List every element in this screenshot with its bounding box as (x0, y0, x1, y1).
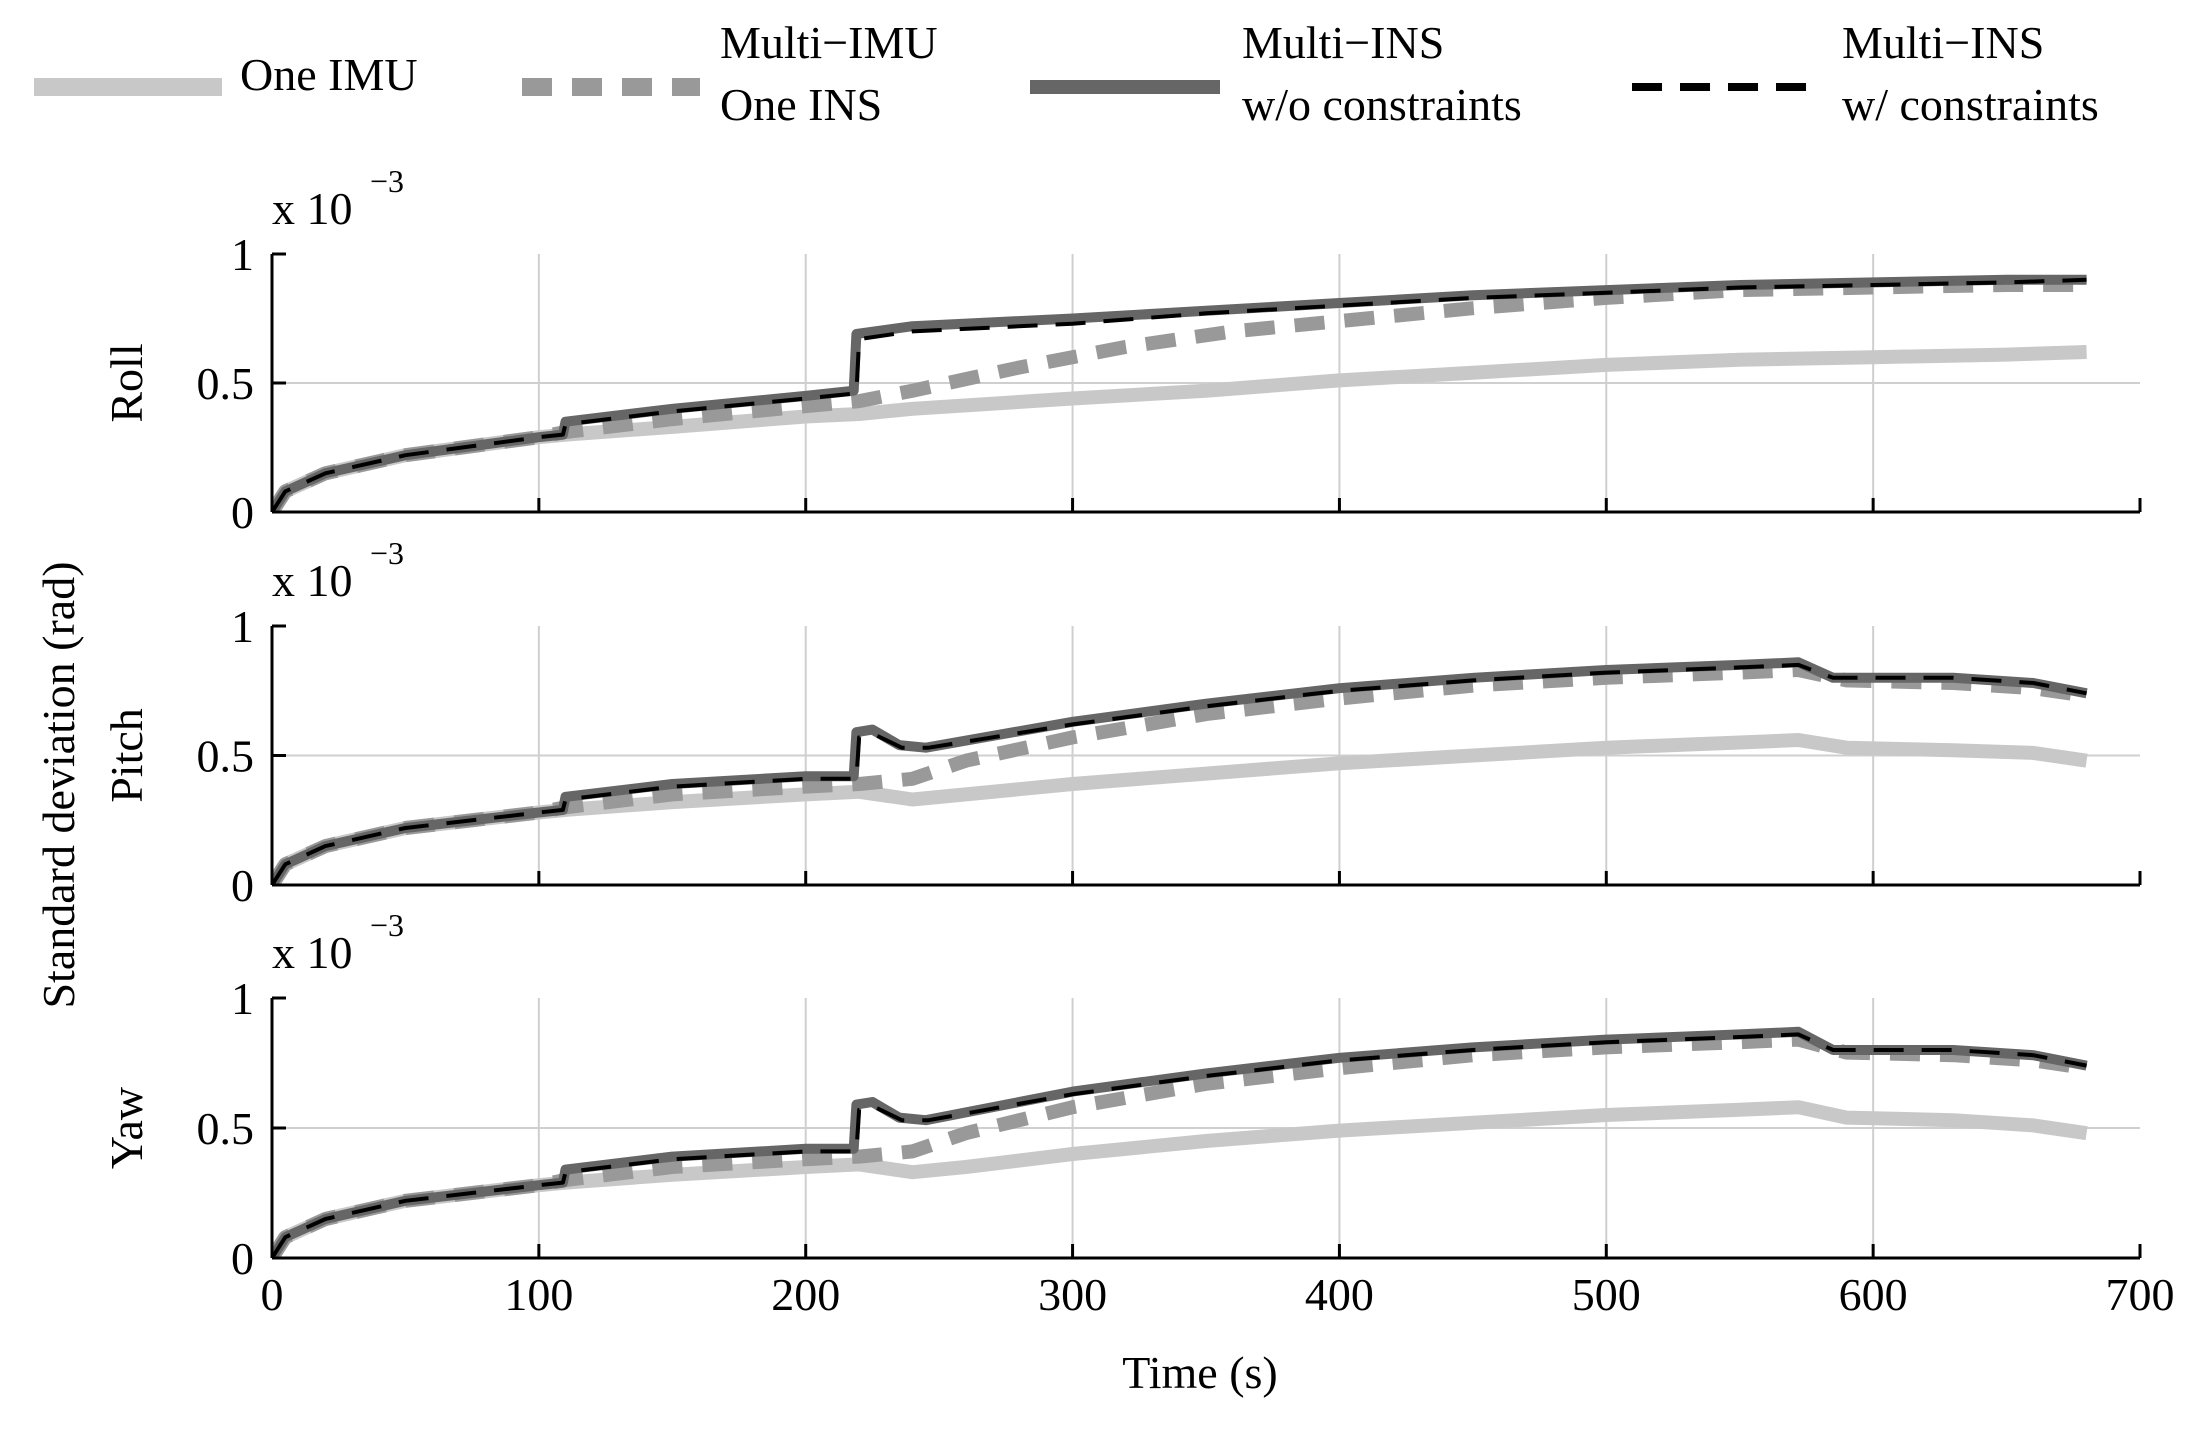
series-group (272, 274, 2087, 512)
y-tick-label: 0 (231, 1233, 254, 1284)
y-tick-label: 1 (231, 601, 254, 652)
series-group (272, 1026, 2088, 1258)
y-tick-label: 1 (231, 973, 254, 1024)
y-tick-label: 0.5 (197, 731, 255, 782)
y-tick-label: 1 (231, 229, 254, 280)
panel-label: Roll (101, 343, 152, 422)
x-tick-label: 600 (1839, 1269, 1908, 1320)
legend-item: Multi−IMU One INS (522, 17, 938, 130)
series-line-multi-ins-w-constraints (272, 662, 2087, 885)
legend-label: Multi−IMU (720, 17, 938, 68)
panel-roll: 0 0.5 1 x 10 −3 Roll (101, 163, 2142, 538)
legend-label: w/ constraints (1842, 79, 2099, 130)
y-tick-label: 0 (231, 860, 254, 911)
series-line-multi-ins-w-constraints (272, 277, 2087, 512)
series-line-multi-ins-w-constraints (272, 1032, 2087, 1258)
panels: 0 0.5 1 x 10 −3 Roll 0 0.5 1 x 10 −3 Pitch 0 0.5 1 0 100… (101, 163, 2175, 1320)
x-tick-label: 700 (2106, 1269, 2175, 1320)
y-tick-label: 0.5 (197, 1103, 255, 1154)
panel-label: Pitch (101, 708, 152, 803)
scale-label: x 10 (272, 183, 353, 234)
y-tick-label: 0.5 (197, 358, 255, 409)
legend-item: One IMU (34, 49, 418, 100)
y-tick-label: 0 (231, 487, 254, 538)
panel-yaw: 0 0.5 1 0 100 200 300 400 500 600 700 x 10 −3 Yaw (101, 907, 2175, 1320)
legend-label: Multi−INS (1242, 17, 1444, 68)
panel-pitch: 0 0.5 1 x 10 −3 Pitch (101, 535, 2142, 911)
panel-label: Yaw (101, 1086, 152, 1169)
x-tick-label: 500 (1572, 1269, 1641, 1320)
y-axis-label: Standard deviation (rad) (33, 561, 84, 1008)
scale-label: x 10 (272, 555, 353, 606)
x-tick-label: 0 (261, 1269, 284, 1320)
legend-label: Multi−INS (1842, 17, 2044, 68)
legend: One IMU Multi−IMU One INS Multi−INS w/o cons… (34, 17, 2099, 130)
legend-item: Multi−INS w/ constraints (1632, 17, 2099, 130)
x-tick-label: 300 (1038, 1269, 1107, 1320)
scale-exponent: −3 (370, 163, 404, 199)
scale-exponent: −3 (370, 535, 404, 571)
scale-exponent: −3 (370, 907, 404, 943)
legend-label: One IMU (240, 49, 418, 100)
x-axis-label: Time (s) (1122, 1347, 1278, 1398)
legend-label: w/o constraints (1242, 79, 1522, 130)
series-group (272, 657, 2088, 885)
x-tick-label: 100 (504, 1269, 573, 1320)
x-tick-label: 400 (1305, 1269, 1374, 1320)
x-tick-label: 200 (771, 1269, 840, 1320)
legend-item: Multi−INS w/o constraints (1030, 17, 1522, 130)
legend-label: One INS (720, 79, 882, 130)
scale-label: x 10 (272, 927, 353, 978)
